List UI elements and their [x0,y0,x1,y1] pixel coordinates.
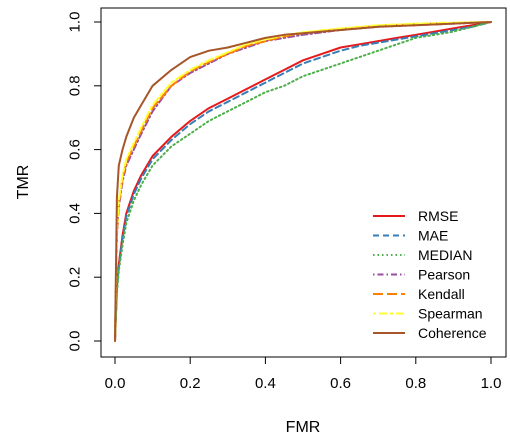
x-tick-label: 0.2 [180,375,201,392]
x-axis: 0.0 0.2 0.4 0.6 0.8 1.0 [105,356,502,392]
legend-label-kendall: Kendall [418,286,465,302]
y-tick-label: 0.2 [67,267,84,288]
series-line-mae [114,21,492,342]
series-line-median [114,21,492,342]
y-tick-label: 0.4 [67,203,84,224]
x-tick-label: 0.0 [105,375,126,392]
legend-label-mae: MAE [418,228,448,244]
y-tick-label: 0.6 [67,139,84,160]
series-line-rmse [114,21,492,342]
x-tick-label: 0.4 [255,375,276,392]
y-tick-label: 0.8 [67,75,84,96]
y-tick-label: 1.0 [67,12,84,33]
legend-label-pearson: Pearson [418,267,470,283]
series-layer [114,21,492,342]
x-axis-title: FMR [286,419,321,436]
y-axis: 0.0 0.2 0.4 0.6 0.8 1.0 [67,12,102,352]
x-tick-label: 0.6 [330,375,351,392]
series-line-spearman [114,21,492,342]
y-tick-label: 0.0 [67,331,84,352]
legend-label-rmse: RMSE [418,208,458,224]
legend: RMSE MAE MEDIAN Pearson Kendall Spearman Coher… [373,208,487,341]
legend-label-coherence: Coherence [418,325,487,341]
x-tick-label: 0.8 [405,375,426,392]
x-tick-label: 1.0 [481,375,502,392]
legend-label-median: MEDIAN [418,247,472,263]
y-axis-title: TMR [15,165,32,200]
legend-label-spearman: Spearman [418,306,483,322]
series-line-coherence [114,21,492,342]
